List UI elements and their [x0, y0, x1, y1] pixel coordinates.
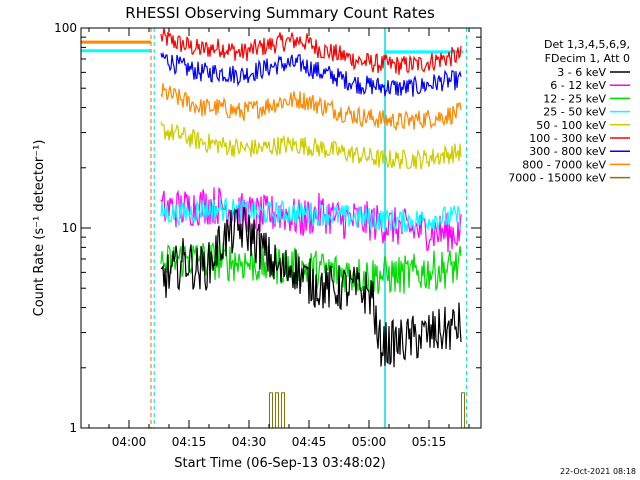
y-tick-label: 10: [62, 221, 77, 235]
spike-7000-15000: [281, 392, 285, 428]
legend-label: 50 - 100 keV: [536, 119, 606, 132]
footer-timestamp: 22-Oct-2021 08:18: [560, 467, 636, 476]
series-800-7000: [160, 83, 462, 131]
spike-7000-15000: [461, 392, 465, 428]
legend-label: 7000 - 15000 keV: [508, 172, 606, 185]
legend-label: 25 - 50 keV: [543, 106, 606, 119]
series-300-800: [160, 51, 462, 97]
legend-label: 12 - 25 keV: [543, 92, 606, 105]
y-tick-label: 100: [54, 21, 77, 35]
x-tick-label: 04:00: [112, 435, 147, 449]
y-axis-label: Count Rate (s⁻¹ detector⁻¹): [32, 140, 47, 317]
series-50-100: [160, 121, 462, 170]
x-tick-label: 04:45: [292, 435, 327, 449]
legend-header: Det 1,3,4,5,6,9,: [544, 38, 630, 51]
y-tick-label: 1: [69, 421, 77, 435]
axis-layer: 04:00 04:15 04:30 04:45 05:00 05:15 1 10 100: [54, 21, 481, 449]
series-3-6: [160, 206, 462, 368]
x-tick-label: 05:15: [412, 435, 447, 449]
legend-label: 800 - 7000 keV: [522, 158, 606, 171]
series-layer: [81, 28, 468, 428]
series-100-300: [160, 28, 462, 75]
spike-7000-15000: [269, 392, 273, 428]
legend: Det 1,3,4,5,6,9,FDecim 1, Att 03 - 6 keV…: [508, 38, 630, 185]
x-tick-label: 04:30: [232, 435, 267, 449]
legend-label: 3 - 6 keV: [557, 66, 606, 79]
x-axis-label: Start Time (06-Sep-13 03:48:02): [174, 456, 385, 471]
spike-7000-15000: [275, 392, 279, 428]
x-tick-label: 04:15: [172, 435, 207, 449]
legend-header: FDecim 1, Att 0: [545, 52, 630, 65]
x-tick-label: 05:00: [352, 435, 387, 449]
legend-label: 100 - 300 keV: [529, 132, 606, 145]
legend-label: 300 - 800 keV: [529, 145, 606, 158]
series-25-50: [160, 196, 462, 233]
chart-title: RHESSI Observing Summary Count Rates: [125, 4, 435, 22]
legend-label: 6 - 12 keV: [550, 79, 606, 92]
